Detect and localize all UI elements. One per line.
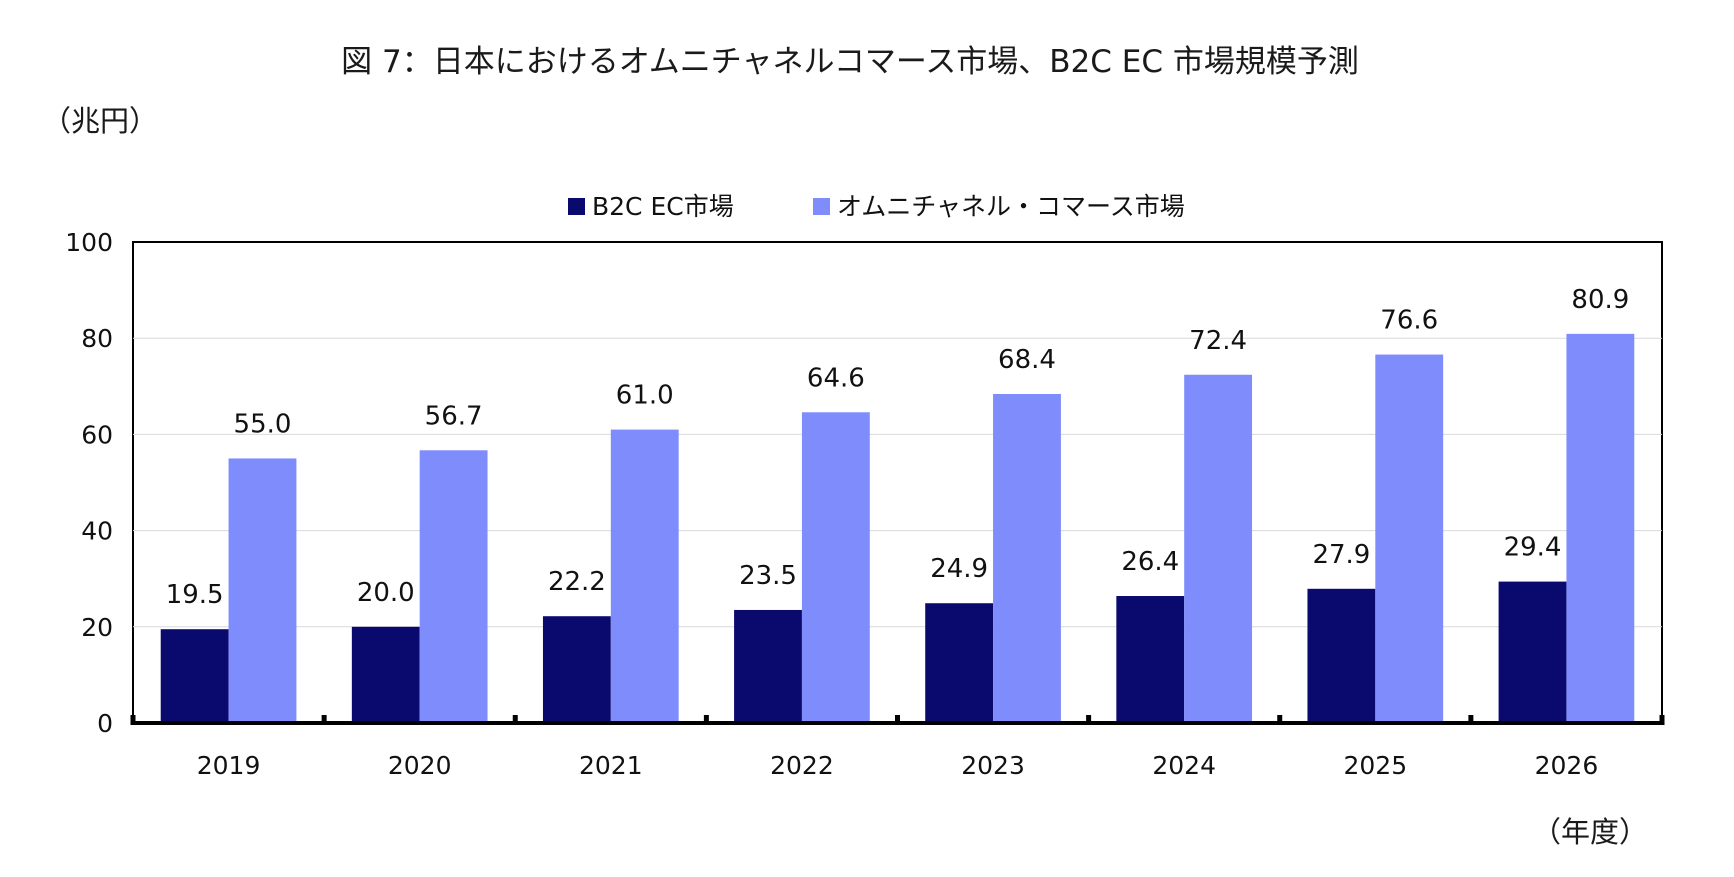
- data-label: 19.5: [166, 580, 224, 610]
- data-label: 20.0: [357, 578, 415, 608]
- data-label: 55.0: [234, 409, 292, 439]
- bar-omnichannel-2023: [993, 393, 1061, 723]
- data-label: 76.6: [1380, 306, 1438, 336]
- x-tick-label: 2026: [1535, 751, 1599, 780]
- bars: [160, 333, 1635, 723]
- legend-label: B2C EC市場: [592, 192, 734, 221]
- data-label: 68.4: [998, 345, 1056, 375]
- y-tick-label: 80: [81, 324, 113, 353]
- legend: B2C EC市場 オムニチャネル・コマース市場: [568, 192, 1185, 221]
- data-label: 64.6: [807, 363, 865, 393]
- x-tick-label: 2022: [770, 751, 834, 780]
- bar-b2c-ec-2022: [734, 609, 802, 723]
- bar-omnichannel-2022: [801, 412, 870, 723]
- data-label: 23.5: [739, 561, 797, 591]
- data-label: 22.2: [548, 567, 606, 597]
- x-tick-label: 2023: [961, 751, 1025, 780]
- bar-omnichannel-2025: [1375, 354, 1444, 723]
- bar-omnichannel-2026: [1566, 333, 1635, 723]
- data-label: 61.0: [616, 381, 674, 411]
- bar-omnichannel-2019: [228, 458, 297, 723]
- x-axis-unit-label: （年度）: [1532, 815, 1648, 849]
- x-tick-label: 2025: [1344, 751, 1408, 780]
- legend-swatch: [568, 198, 585, 215]
- bar-b2c-ec-2025: [1307, 588, 1376, 723]
- bar-omnichannel-2024: [1184, 374, 1253, 723]
- bar-b2c-ec-2026: [1498, 581, 1567, 723]
- legend-swatch: [813, 198, 830, 215]
- y-tick-label: 40: [81, 517, 113, 546]
- data-label: 80.9: [1571, 285, 1629, 315]
- x-tick-label: 2021: [579, 751, 643, 780]
- x-tick-label: 2019: [197, 751, 261, 780]
- bar-b2c-ec-2023: [925, 603, 994, 723]
- y-axis-unit-label: （兆円）: [42, 104, 158, 138]
- chart-title: 図 7：日本におけるオムニチャネルコマース市場、B2C EC 市場規模予測: [341, 44, 1359, 80]
- bar-omnichannel-2020: [419, 450, 488, 723]
- y-tick-label: 100: [65, 228, 113, 257]
- y-tick-label: 60: [81, 420, 113, 449]
- legend-label: オムニチャネル・コマース市場: [837, 192, 1185, 221]
- data-labels: 19.5 55.0 20.0 56.7 22.2 61.0 23.5 64.6 24.9 68.4…: [166, 285, 1630, 610]
- data-label: 72.4: [1189, 326, 1247, 356]
- bar-omnichannel-2021: [610, 429, 679, 723]
- bar-b2c-ec-2024: [1116, 596, 1185, 723]
- bar-b2c-ec-2020: [351, 626, 420, 723]
- x-axis-tick-labels: 2019 2020 2021 2022 2023 2024 2025 2026: [197, 751, 1599, 780]
- data-label: 26.4: [1121, 547, 1179, 577]
- y-tick-label: 20: [81, 613, 113, 642]
- data-label: 56.7: [425, 401, 483, 431]
- y-axis: 0 20 40 60 80 100: [65, 228, 113, 738]
- x-tick-label: 2024: [1152, 751, 1216, 780]
- y-tick-label: 0: [97, 709, 113, 738]
- bar-b2c-ec-2021: [542, 616, 611, 723]
- data-label: 29.4: [1504, 533, 1562, 563]
- x-axis: [130, 715, 1665, 725]
- data-label: 24.9: [930, 554, 988, 584]
- bar-b2c-ec-2019: [160, 629, 229, 723]
- data-label: 27.9: [1312, 540, 1370, 570]
- x-tick-label: 2020: [388, 751, 452, 780]
